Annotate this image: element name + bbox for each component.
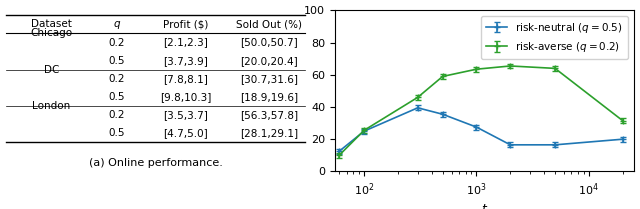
Text: [28.1,29.1]: [28.1,29.1] (240, 128, 298, 138)
Text: 0.5: 0.5 (109, 128, 125, 138)
Text: (a) Online performance.: (a) Online performance. (89, 158, 223, 168)
Text: 0.2: 0.2 (109, 74, 125, 84)
Text: London: London (32, 101, 70, 111)
Text: [3.7,3.9]: [3.7,3.9] (163, 56, 208, 66)
Text: [9.8,10.3]: [9.8,10.3] (160, 92, 211, 102)
Text: 0.2: 0.2 (109, 38, 125, 47)
Legend: risk-neutral ($q = 0.5$), risk-averse ($q = 0.2$): risk-neutral ($q = 0.5$), risk-averse ($… (481, 16, 628, 59)
Text: Chicago: Chicago (30, 28, 72, 38)
Text: [7.8,8.1]: [7.8,8.1] (163, 74, 208, 84)
Text: [18.9,19.6]: [18.9,19.6] (240, 92, 298, 102)
X-axis label: $t$: $t$ (481, 203, 488, 209)
Text: 0.5: 0.5 (109, 56, 125, 66)
Text: Dataset: Dataset (31, 19, 72, 29)
Text: q: q (113, 19, 120, 29)
Text: [3.5,3.7]: [3.5,3.7] (163, 110, 208, 120)
Text: [50.0,50.7]: [50.0,50.7] (241, 38, 298, 47)
Text: [4.7,5.0]: [4.7,5.0] (163, 128, 208, 138)
Text: Profit ($): Profit ($) (163, 19, 208, 29)
Text: Sold Out (%): Sold Out (%) (236, 19, 302, 29)
Text: [56.3,57.8]: [56.3,57.8] (240, 110, 298, 120)
Text: [20.0,20.4]: [20.0,20.4] (241, 56, 298, 66)
Text: [30.7,31.6]: [30.7,31.6] (240, 74, 298, 84)
Text: [2.1,2.3]: [2.1,2.3] (163, 38, 208, 47)
Text: DC: DC (44, 65, 59, 75)
Text: 0.2: 0.2 (109, 110, 125, 120)
Text: 0.5: 0.5 (109, 92, 125, 102)
